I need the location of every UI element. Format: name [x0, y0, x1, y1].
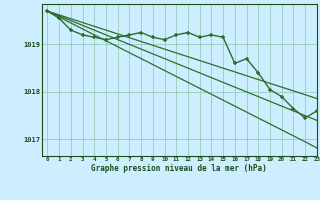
X-axis label: Graphe pression niveau de la mer (hPa): Graphe pression niveau de la mer (hPa)	[91, 164, 267, 173]
